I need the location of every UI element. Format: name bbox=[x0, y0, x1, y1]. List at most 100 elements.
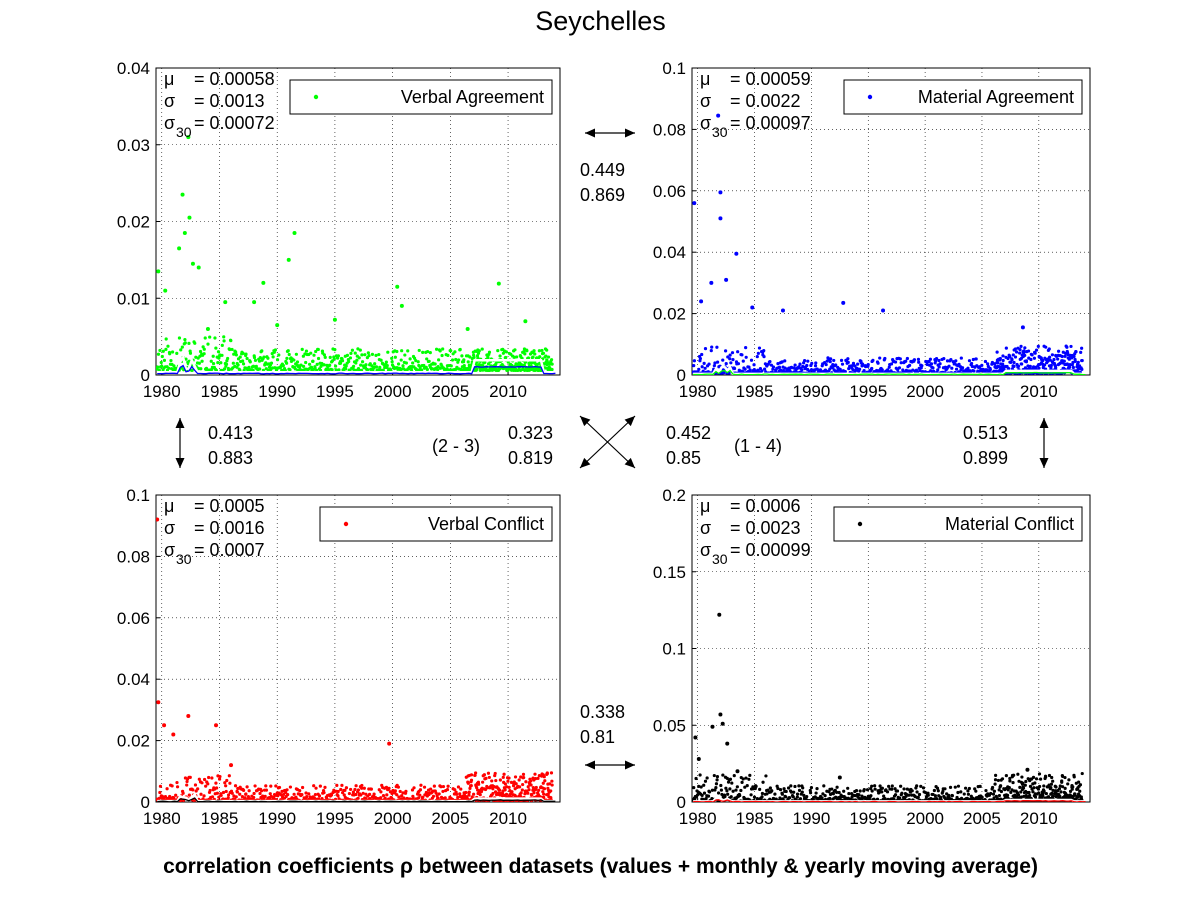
data-point bbox=[243, 796, 247, 800]
data-point bbox=[692, 364, 696, 368]
data-point bbox=[246, 795, 250, 799]
data-point bbox=[323, 355, 327, 359]
data-point bbox=[543, 779, 547, 783]
data-point bbox=[264, 784, 268, 788]
peak-point bbox=[465, 326, 470, 331]
data-point bbox=[468, 786, 472, 791]
data-point bbox=[890, 787, 894, 791]
data-point bbox=[870, 366, 874, 371]
data-point bbox=[1080, 358, 1084, 363]
data-point bbox=[546, 355, 551, 359]
data-point bbox=[702, 783, 706, 787]
data-point bbox=[857, 793, 861, 797]
data-point bbox=[241, 362, 246, 366]
data-point bbox=[293, 367, 297, 371]
data-point bbox=[477, 782, 481, 786]
data-point bbox=[1033, 795, 1038, 799]
data-point bbox=[261, 794, 265, 798]
data-point bbox=[206, 342, 210, 346]
data-point bbox=[172, 364, 176, 368]
stat-symbol: σ bbox=[164, 518, 175, 538]
data-point bbox=[990, 785, 995, 790]
data-point bbox=[284, 790, 288, 794]
data-point bbox=[749, 793, 753, 797]
data-point bbox=[1000, 777, 1005, 781]
data-point bbox=[462, 363, 466, 368]
data-point bbox=[404, 789, 408, 793]
data-point bbox=[837, 790, 841, 795]
data-point bbox=[286, 349, 290, 353]
data-point bbox=[493, 771, 497, 776]
stat-symbol: σ bbox=[164, 91, 175, 111]
data-point bbox=[893, 793, 898, 797]
y-tick-label: 0.04 bbox=[117, 670, 150, 689]
data-point bbox=[369, 787, 373, 791]
data-point bbox=[158, 784, 163, 788]
data-point bbox=[219, 361, 223, 365]
data-point bbox=[1061, 785, 1065, 789]
data-point bbox=[328, 355, 332, 359]
data-point bbox=[238, 355, 242, 359]
data-point bbox=[199, 792, 203, 796]
data-point bbox=[287, 352, 291, 357]
data-point bbox=[1018, 351, 1022, 355]
data-point bbox=[803, 358, 807, 363]
data-point bbox=[412, 786, 416, 790]
data-point bbox=[741, 777, 745, 781]
data-point bbox=[469, 783, 473, 788]
data-point bbox=[899, 784, 903, 788]
data-point bbox=[770, 789, 774, 793]
data-point bbox=[222, 335, 226, 339]
data-point bbox=[214, 346, 218, 350]
data-point bbox=[519, 791, 523, 795]
data-point bbox=[344, 367, 348, 371]
stat-subscript: 30 bbox=[712, 551, 728, 567]
stat-symbol: μ bbox=[164, 496, 174, 516]
peak-point bbox=[214, 723, 219, 728]
data-point bbox=[480, 788, 484, 792]
data-point bbox=[477, 349, 481, 353]
data-point bbox=[1017, 779, 1021, 783]
data-point bbox=[362, 786, 366, 790]
data-point bbox=[721, 773, 725, 777]
data-point bbox=[1007, 785, 1011, 790]
data-point bbox=[434, 347, 439, 351]
data-point bbox=[885, 790, 890, 794]
data-point bbox=[860, 796, 865, 800]
data-point bbox=[1024, 779, 1028, 784]
data-point bbox=[292, 792, 296, 796]
data-point bbox=[1051, 794, 1056, 798]
data-point bbox=[328, 363, 332, 367]
data-point bbox=[862, 787, 866, 792]
data-point bbox=[354, 361, 358, 365]
data-point bbox=[851, 368, 855, 372]
peak-point bbox=[156, 517, 160, 522]
data-point bbox=[210, 795, 215, 799]
data-point bbox=[730, 351, 735, 355]
data-point bbox=[550, 783, 554, 787]
data-point bbox=[956, 790, 960, 795]
data-point bbox=[459, 787, 463, 791]
data-point bbox=[730, 781, 734, 785]
data-point bbox=[999, 784, 1003, 788]
data-point bbox=[208, 788, 212, 793]
data-point bbox=[175, 351, 179, 355]
y-tick-label: 0.03 bbox=[117, 136, 150, 155]
data-point bbox=[992, 789, 997, 793]
data-point bbox=[716, 791, 721, 795]
data-point bbox=[372, 792, 376, 796]
data-point bbox=[910, 789, 914, 793]
data-point bbox=[1030, 353, 1034, 357]
data-point bbox=[1066, 782, 1070, 786]
data-point bbox=[422, 785, 427, 789]
data-point bbox=[213, 336, 217, 340]
data-point bbox=[866, 363, 870, 367]
data-point bbox=[197, 361, 201, 365]
data-point bbox=[181, 791, 185, 795]
data-point bbox=[222, 367, 227, 371]
x-tick-label: 2005 bbox=[431, 809, 469, 828]
data-point bbox=[937, 358, 941, 363]
data-point bbox=[187, 341, 191, 346]
data-point bbox=[453, 350, 457, 354]
data-point bbox=[385, 793, 389, 797]
